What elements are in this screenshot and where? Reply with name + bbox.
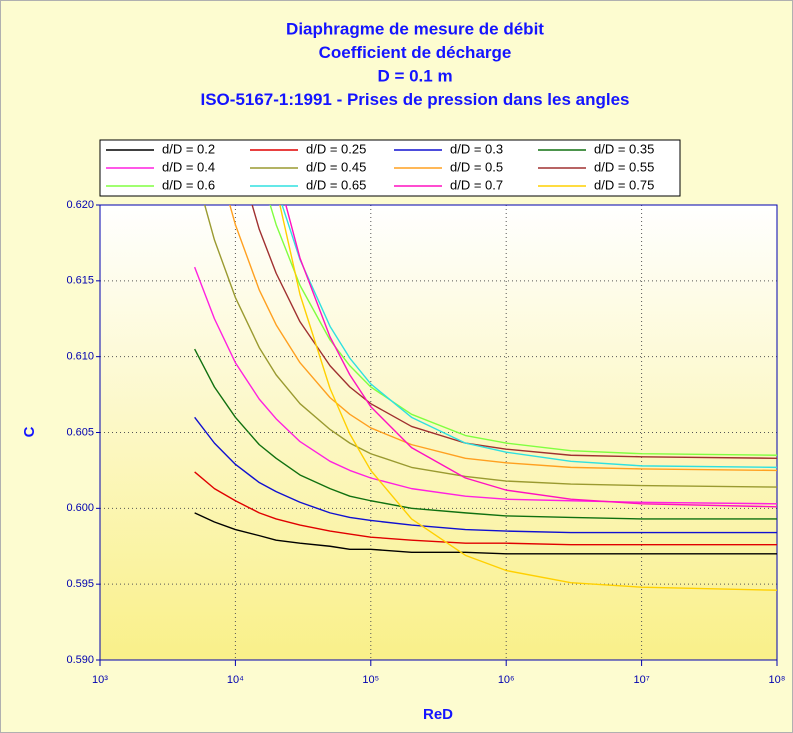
series-line: [285, 205, 777, 508]
legend-label: d/D = 0.6: [162, 177, 215, 192]
legend-label: d/D = 0.3: [450, 141, 503, 156]
chart-title: Diaphragme de mesure de débit: [286, 19, 544, 38]
legend-label: d/D = 0.4: [162, 159, 215, 174]
x-axis-label: ReD: [423, 706, 453, 723]
series-line: [194, 348, 777, 520]
plot-frame: [99, 204, 778, 661]
series-line: [194, 471, 777, 546]
series-line: [194, 416, 777, 534]
chart-title: Coefficient de décharge: [319, 43, 512, 62]
y-tick-label: 0.620: [66, 199, 94, 211]
x-tick-label: 10⁸: [769, 674, 786, 686]
legend-label: d/D = 0.2: [162, 141, 215, 156]
y-tick-label: 0.605: [66, 426, 94, 438]
series-line: [251, 205, 777, 459]
series-line: [269, 205, 777, 456]
legend-label: d/D = 0.5: [450, 159, 503, 174]
series-line: [229, 205, 777, 472]
x-tick-label: 10⁵: [362, 674, 379, 686]
x-tick-label: 10⁴: [227, 674, 244, 686]
y-axis-label: C: [21, 426, 38, 437]
series-group: [193, 205, 777, 591]
series-line: [279, 205, 777, 591]
legend-label: d/D = 0.35: [594, 141, 654, 156]
y-tick-label: 0.590: [66, 654, 94, 666]
legend-label: d/D = 0.65: [306, 177, 366, 192]
chart-title: ISO-5167-1:1991 - Prises de pression dan…: [201, 90, 630, 109]
series-line: [204, 205, 777, 488]
legend-label: d/D = 0.45: [306, 159, 366, 174]
y-tick-label: 0.610: [66, 351, 94, 363]
y-tick-label: 0.600: [66, 502, 94, 514]
x-tick-label: 10³: [92, 674, 108, 686]
legend-label: d/D = 0.7: [450, 177, 503, 192]
series-line: [193, 266, 777, 505]
legend-label: d/D = 0.55: [594, 159, 654, 174]
chart-title: D = 0.1 m: [377, 66, 452, 85]
x-tick-label: 10⁷: [633, 674, 649, 686]
x-tick-label: 10⁶: [498, 674, 515, 686]
legend-label: d/D = 0.75: [594, 177, 654, 192]
series-line: [281, 205, 777, 469]
plot-area: [100, 205, 777, 660]
y-tick-label: 0.595: [66, 578, 94, 590]
legend-label: d/D = 0.25: [306, 141, 366, 156]
y-tick-label: 0.615: [66, 275, 94, 287]
series-line: [194, 512, 777, 555]
